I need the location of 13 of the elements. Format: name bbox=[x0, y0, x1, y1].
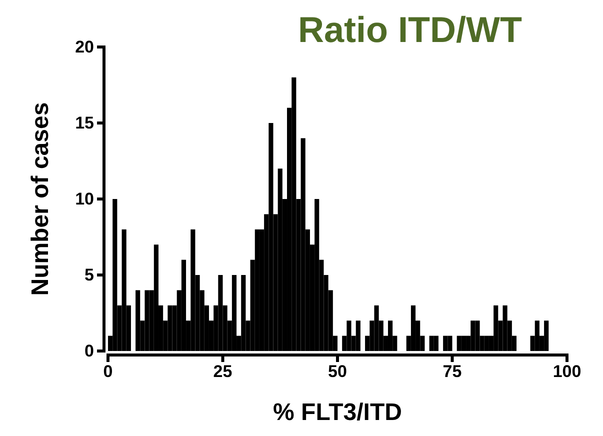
x-tick-label: 25 bbox=[213, 362, 232, 382]
y-axis-title: Number of cases bbox=[27, 102, 54, 296]
x-tick-label: 50 bbox=[328, 362, 347, 382]
y-tick-label: 0 bbox=[84, 341, 94, 360]
x-tick-label: 75 bbox=[442, 362, 462, 382]
y-tick-label: 5 bbox=[84, 265, 94, 284]
x-tick-label: 100 bbox=[552, 362, 582, 382]
x-tick-label: 0 bbox=[103, 362, 113, 382]
y-tick-label: 15 bbox=[75, 113, 94, 132]
x-axis-title: % FLT3/ITD bbox=[273, 399, 402, 426]
y-tick-label: 10 bbox=[75, 189, 94, 208]
y-tick-label: 20 bbox=[75, 37, 94, 56]
chart-title: Ratio ITD/WT bbox=[298, 9, 522, 50]
